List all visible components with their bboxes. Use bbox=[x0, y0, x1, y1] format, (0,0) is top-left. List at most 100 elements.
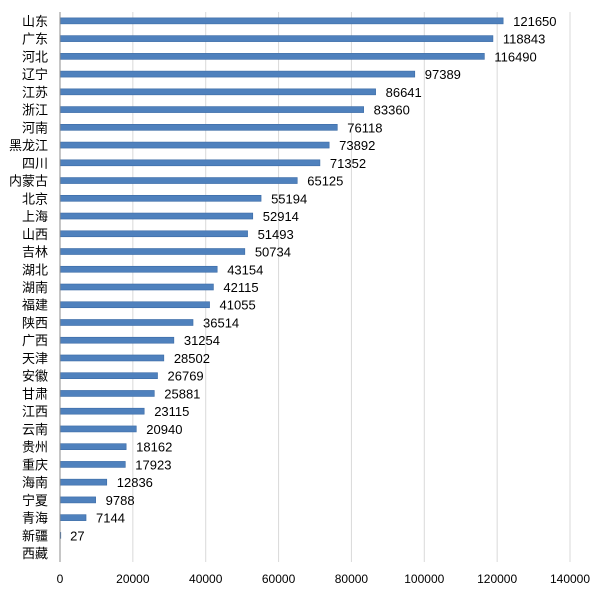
value-label: 12836 bbox=[117, 475, 153, 490]
value-label: 121650 bbox=[513, 14, 556, 29]
value-label: 55194 bbox=[271, 191, 307, 206]
x-tick-label: 80000 bbox=[335, 572, 369, 586]
value-label: 36514 bbox=[203, 315, 239, 330]
category-label: 广西 bbox=[22, 334, 48, 349]
category-label: 广东 bbox=[22, 33, 48, 48]
category-label: 江苏 bbox=[22, 85, 48, 101]
category-label: 新疆 bbox=[22, 528, 48, 544]
category-label: 天津 bbox=[22, 352, 48, 367]
bars bbox=[59, 17, 504, 539]
bar-16 bbox=[59, 301, 210, 309]
category-label: 内蒙古 bbox=[9, 174, 48, 190]
bar-18 bbox=[59, 336, 175, 344]
value-label: 116490 bbox=[494, 49, 536, 64]
labels: 0 20000 40000 60000 80000 100000 120000 140000 山… bbox=[9, 14, 590, 586]
category-label: 西藏 bbox=[22, 547, 48, 562]
category-label: 四川 bbox=[22, 157, 48, 172]
category-label: 陕西 bbox=[22, 316, 48, 331]
value-label: 118843 bbox=[503, 32, 545, 47]
gridlines bbox=[132, 12, 571, 562]
category-label: 贵州 bbox=[22, 441, 48, 456]
value-label: 23115 bbox=[154, 404, 189, 419]
category-label: 湖南 bbox=[22, 280, 48, 296]
value-label: 28502 bbox=[174, 351, 210, 366]
bar-4 bbox=[59, 88, 376, 96]
value-label: 42115 bbox=[223, 280, 258, 295]
value-label: 41055 bbox=[220, 298, 256, 313]
bar-5 bbox=[59, 106, 364, 113]
value-label: 97389 bbox=[425, 67, 461, 82]
value-label: 26769 bbox=[168, 369, 204, 384]
x-tick-label: 20000 bbox=[116, 572, 150, 586]
category-label: 河北 bbox=[22, 50, 48, 65]
value-label: 7144 bbox=[96, 511, 125, 526]
bar-6 bbox=[59, 124, 338, 131]
x-tick-label: 0 bbox=[57, 572, 64, 586]
bar-7 bbox=[59, 141, 330, 149]
x-tick-label: 140000 bbox=[550, 572, 590, 586]
bar-20 bbox=[59, 372, 158, 380]
bar-28 bbox=[59, 514, 87, 521]
category-label: 海南 bbox=[22, 475, 48, 491]
value-label: 43154 bbox=[227, 262, 263, 277]
bar-3 bbox=[59, 70, 416, 78]
value-label: 17923 bbox=[135, 457, 171, 472]
bar-17 bbox=[59, 319, 194, 326]
value-label: 83360 bbox=[374, 103, 410, 118]
bar-27 bbox=[59, 496, 96, 504]
category-label: 江西 bbox=[22, 405, 48, 420]
bar-0 bbox=[59, 17, 504, 25]
value-label: 27 bbox=[70, 528, 84, 543]
value-label: 86641 bbox=[386, 85, 422, 100]
value-label: 51493 bbox=[258, 227, 294, 242]
category-label: 山东 bbox=[22, 15, 48, 30]
value-label: 50734 bbox=[255, 245, 291, 260]
category-label: 黑龙江 bbox=[9, 139, 48, 154]
category-label: 北京 bbox=[22, 192, 48, 207]
bar-22 bbox=[59, 407, 145, 415]
value-label: 71352 bbox=[330, 156, 366, 171]
category-label: 辽宁 bbox=[22, 67, 48, 83]
bar-8 bbox=[59, 159, 321, 167]
category-label: 福建 bbox=[22, 299, 48, 314]
x-tick-label: 40000 bbox=[189, 572, 223, 586]
category-label: 浙江 bbox=[22, 104, 48, 119]
bar-2 bbox=[59, 53, 485, 60]
value-label: 65125 bbox=[307, 174, 343, 189]
category-label: 湖北 bbox=[22, 263, 48, 278]
category-label: 云南 bbox=[22, 422, 48, 438]
x-tick-label: 100000 bbox=[404, 572, 444, 586]
value-label: 20940 bbox=[146, 422, 182, 437]
value-label: 18162 bbox=[136, 440, 172, 455]
bar-11 bbox=[59, 212, 254, 220]
value-label: 76118 bbox=[347, 120, 382, 135]
category-label: 吉林 bbox=[22, 246, 48, 261]
bar-14 bbox=[59, 265, 218, 273]
bar-21 bbox=[59, 390, 155, 397]
x-tick-label: 120000 bbox=[477, 572, 517, 586]
bar-10 bbox=[59, 194, 262, 202]
category-label: 甘肃 bbox=[22, 387, 48, 402]
bar-23 bbox=[59, 425, 137, 433]
bar-26 bbox=[59, 478, 108, 486]
bar-25 bbox=[59, 461, 126, 468]
category-label: 重庆 bbox=[22, 457, 48, 473]
bar-9 bbox=[59, 177, 298, 184]
bar-24 bbox=[59, 443, 127, 450]
bar-12 bbox=[59, 230, 248, 238]
value-label: 25881 bbox=[164, 386, 200, 401]
value-label: 73892 bbox=[339, 138, 375, 153]
category-label: 上海 bbox=[22, 210, 48, 225]
category-label: 宁夏 bbox=[22, 493, 48, 509]
value-label: 52914 bbox=[263, 209, 299, 224]
category-label: 山西 bbox=[22, 228, 48, 243]
bar-15 bbox=[59, 283, 214, 291]
bar-13 bbox=[59, 248, 246, 255]
category-label: 河南 bbox=[22, 120, 48, 136]
value-label: 9788 bbox=[106, 493, 135, 508]
value-label: 31254 bbox=[184, 333, 220, 348]
bar-19 bbox=[59, 354, 165, 362]
category-label: 青海 bbox=[22, 512, 48, 527]
x-tick-label: 60000 bbox=[262, 572, 296, 586]
